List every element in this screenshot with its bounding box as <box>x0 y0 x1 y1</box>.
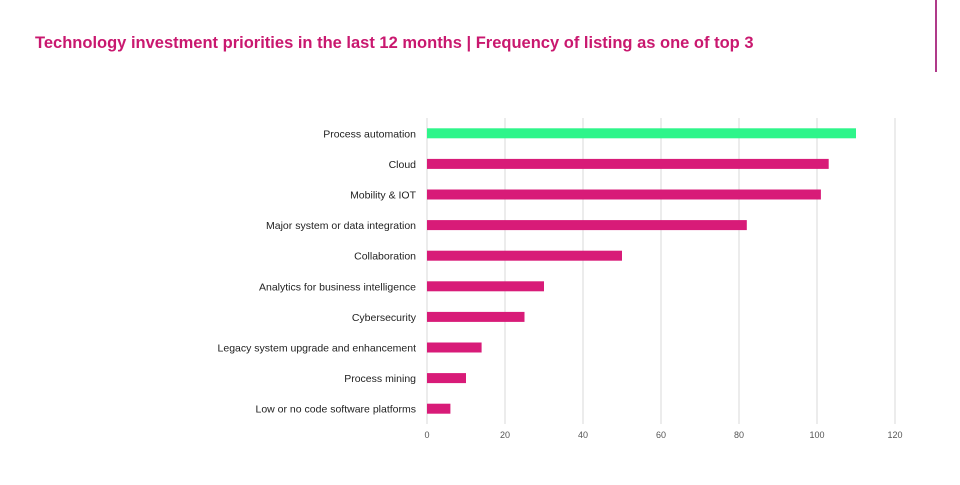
bar <box>427 373 466 384</box>
gridlines <box>426 118 896 424</box>
x-tick-label: 40 <box>578 430 588 440</box>
x-tick-label: 60 <box>656 430 666 440</box>
bar <box>427 250 622 261</box>
category-labels: Process automation Cloud Mobility & IOT Maj… <box>218 128 417 415</box>
bar <box>427 189 821 200</box>
category-label: Process mining <box>344 373 416 385</box>
category-label: Legacy system upgrade and enhancement <box>218 343 417 355</box>
category-label: Mobility & IOT <box>350 190 417 202</box>
category-label: Collaboration <box>354 251 416 263</box>
bar <box>427 281 544 292</box>
category-label: Major system or data integration <box>266 220 416 232</box>
bar <box>427 403 451 414</box>
bar <box>427 342 482 353</box>
category-label: Low or no code software platforms <box>256 404 417 416</box>
category-label: Cloud <box>389 159 417 171</box>
x-tick-label: 120 <box>887 430 902 440</box>
bars <box>427 128 856 414</box>
x-tick-label: 100 <box>809 430 824 440</box>
bar <box>427 158 829 169</box>
tick-labels: 0 20 40 60 80 100 120 <box>424 430 902 440</box>
category-label: Process automation <box>323 128 416 140</box>
bar <box>427 128 856 139</box>
bar <box>427 311 525 322</box>
x-tick-label: 20 <box>500 430 510 440</box>
category-label: Cybersecurity <box>352 312 417 324</box>
category-label: Analytics for business intelligence <box>259 281 416 293</box>
bar <box>427 220 747 231</box>
chart-title: Technology investment priorities in the … <box>35 34 754 52</box>
x-tick-label: 0 <box>424 430 429 440</box>
x-tick-label: 80 <box>734 430 744 440</box>
accent-rule <box>935 0 937 72</box>
